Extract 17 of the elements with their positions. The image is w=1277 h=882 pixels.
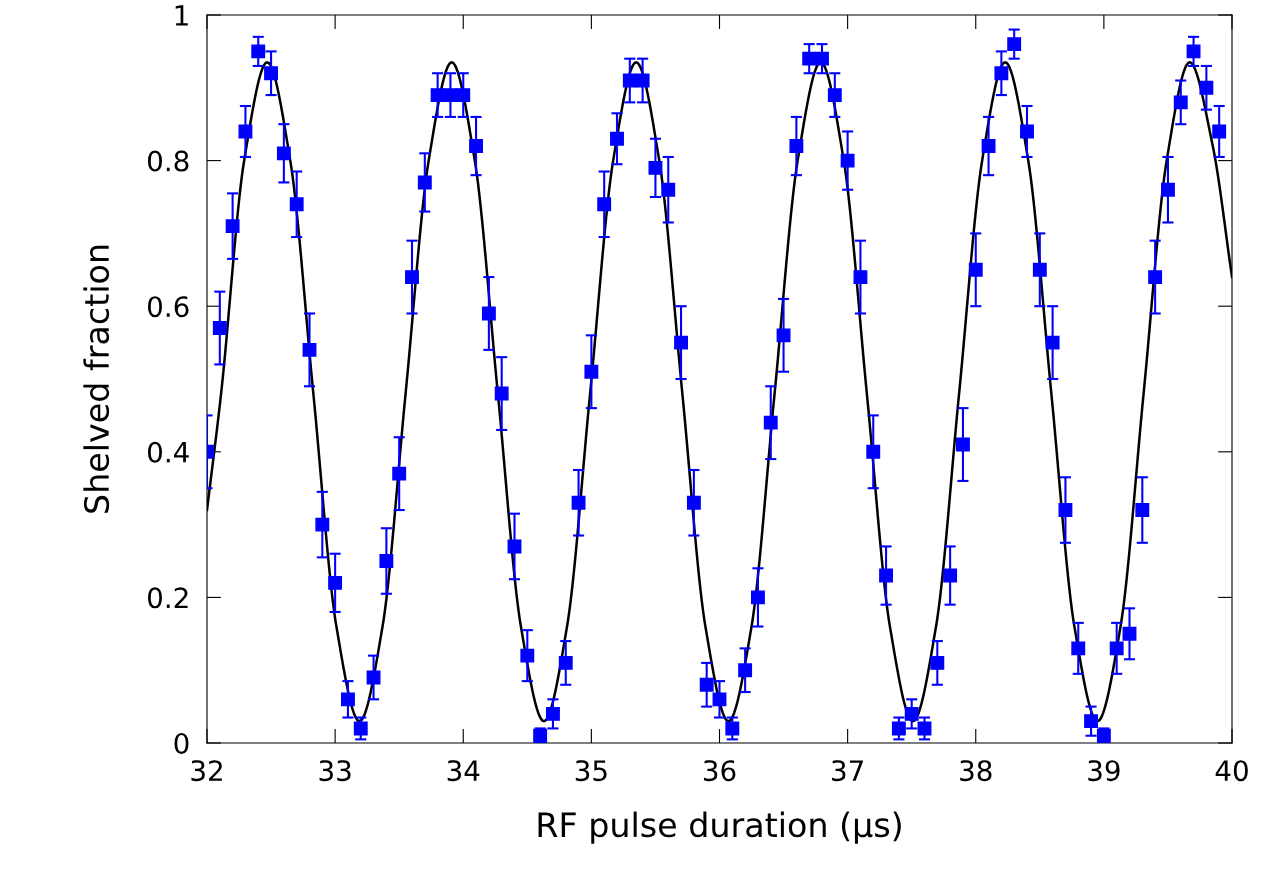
- y-axis-title: Shelved fraction: [83, 245, 110, 513]
- x-tick-label: 35: [575, 760, 607, 782]
- x-tick-label: 34: [447, 760, 480, 782]
- x-tick-label: 37: [832, 760, 863, 782]
- y-tick-label: 0.8: [147, 150, 189, 172]
- x-tick-label: 39: [1088, 760, 1120, 782]
- y-tick-label: 0.4: [147, 441, 189, 463]
- x-tick-label: 33: [319, 760, 351, 782]
- y-tick-label: 0: [174, 732, 189, 754]
- x-tick-label: 32: [191, 760, 222, 782]
- y-tick-label: 0.2: [147, 587, 188, 609]
- x-tick-label: 40: [1215, 760, 1248, 782]
- x-tick-label: 38: [960, 760, 992, 782]
- x-tick-label: 36: [703, 760, 736, 782]
- y-tick-label: 1: [175, 5, 188, 26]
- y-tick-label: 0.6: [147, 296, 189, 318]
- x-axis-title: RF pulse duration (μs): [538, 811, 901, 844]
